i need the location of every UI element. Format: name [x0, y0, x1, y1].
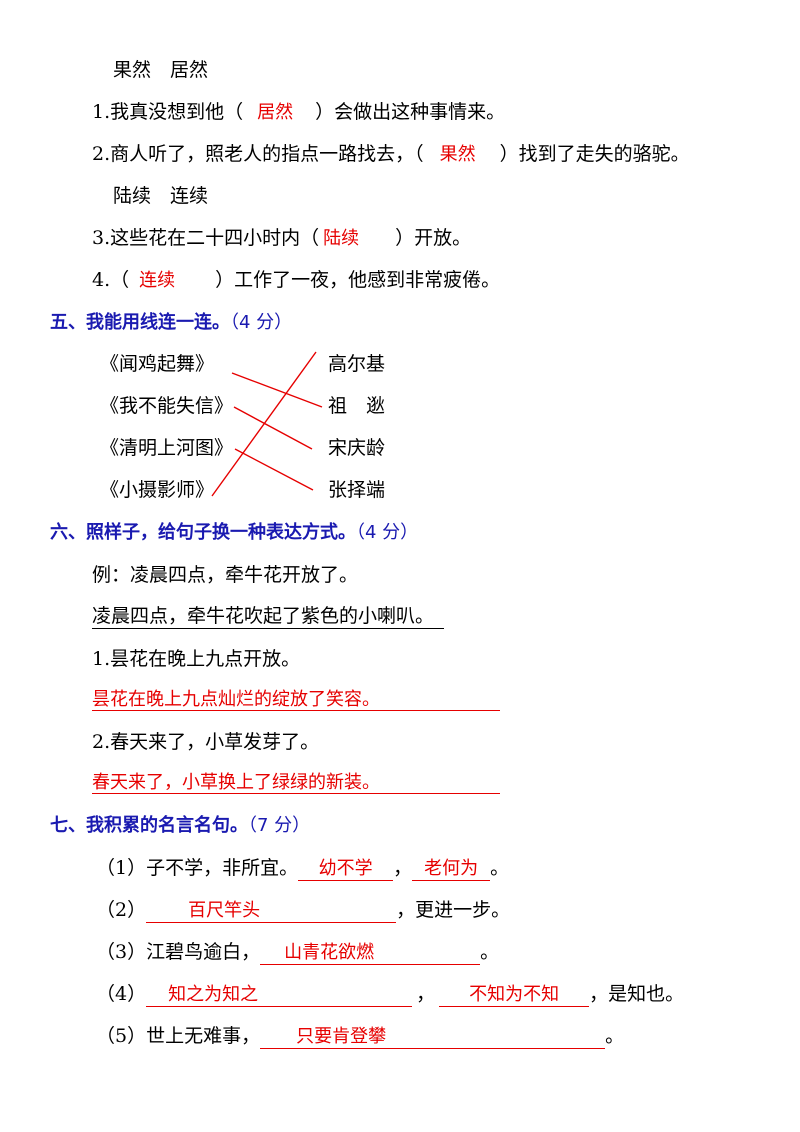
section-score: （4 分） — [356, 522, 419, 543]
question-text-after: ）会做出这种事情来。 — [315, 101, 506, 123]
question-text-before: 商人听了，照老人的指点一路找去，（ — [110, 143, 424, 165]
word-pair-2: 陆续 连续 — [113, 185, 209, 207]
left-item-2: 《清明上河图》 — [100, 437, 234, 459]
example-answer-text: 凌晨四点，牵牛花吹起了紫色的小喇叭。 — [92, 604, 445, 629]
question-4: 4.（ 连续 ）工作了一夜，他感到非常疲倦。 — [92, 268, 500, 293]
section-7-heading: 七、我积累的名言名句。（7 分） — [50, 814, 310, 838]
quote-number: （1） — [96, 857, 147, 879]
question-2: 2.商人听了，照老人的指点一路找去，（ 果然 ）找到了走失的骆驼。 — [92, 142, 690, 167]
rewrite-question-2: 2.春天来了，小草发芽了。 — [92, 731, 320, 753]
quote-text: 世上无难事， — [146, 1025, 261, 1047]
quote-number: （2） — [96, 899, 147, 921]
section-title: 七、我积累的名言名句。 — [50, 815, 248, 836]
section-title: 六、照样子，给句子换一种表达方式。 — [50, 522, 356, 543]
quote-number: （4） — [96, 983, 147, 1005]
section-5-heading: 五、我能用线连一连。（4 分） — [50, 311, 292, 335]
answer-text: 果然 — [439, 144, 476, 165]
answer-underline — [92, 793, 500, 794]
match-line-0 — [231, 372, 323, 408]
quote-answer-blank: 只要肯登攀 — [260, 1026, 606, 1049]
answer-underline — [92, 710, 500, 711]
quote-separator: ， — [393, 857, 413, 879]
quote-answer-blank: 老何为 — [412, 858, 491, 881]
quote-end: ，更进一步。 — [396, 899, 511, 921]
section-title: 五、我能用线连一连。 — [50, 312, 230, 333]
match-line-1 — [233, 406, 313, 450]
question-text-before: 这些花在二十四小时内（ — [110, 227, 320, 249]
example-label: 例：凌晨四点，牵牛花开放了。 — [92, 564, 359, 586]
quote-text: 江碧鸟逾白， — [146, 941, 261, 963]
quote-answer-blank: 山青花欲燃 — [260, 942, 481, 965]
match-line-2 — [234, 448, 314, 491]
left-item-3: 《小摄影师》 — [100, 479, 215, 501]
quote-answer-blank: 百尺竿头 — [146, 900, 397, 923]
question-text-after: ）工作了一夜，他感到非常疲倦。 — [215, 269, 501, 291]
left-item-1: 《我不能失信》 — [100, 395, 234, 417]
question-number: 1. — [92, 101, 111, 123]
quote-line-2: （2） 百尺竿头 ，更进一步。 — [96, 898, 510, 923]
quote-text: 子不学，非所宜。 — [146, 857, 299, 879]
section-score: （4 分） — [230, 312, 293, 333]
quote-end: 。 — [480, 941, 500, 963]
question-1: 1.我真没想到他（ 居然 ）会做出这种事情来。 — [92, 100, 505, 125]
example-answer: 凌晨四点，牵牛花吹起了紫色的小喇叭。 — [92, 604, 445, 629]
section-6-heading: 六、照样子，给句子换一种表达方式。（4 分） — [50, 521, 418, 545]
quote-answer-blank: 不知为不知 — [439, 984, 590, 1007]
question-text-after: ）开放。 — [395, 227, 472, 249]
quote-end: 。 — [490, 857, 510, 879]
right-item-3: 张择端 — [328, 479, 386, 501]
rewrite-answer-2: 春天来了，小草换上了绿绿的新装。 — [92, 772, 380, 793]
rewrite-answer-1: 昙花在晚上九点灿烂的绽放了笑容。 — [92, 689, 380, 710]
quote-number: （5） — [96, 1025, 147, 1047]
answer-text: 连续 — [139, 270, 176, 291]
question-number: 2. — [92, 143, 111, 165]
quote-line-4: （4） 知之为知之，不知为不知 ，是知也。 — [96, 982, 684, 1007]
question-number: 4. — [92, 269, 111, 291]
quote-line-1: （1）子不学，非所宜。 幼不学，老何为。 — [96, 856, 509, 881]
right-item-1: 祖 逖 — [328, 395, 386, 417]
match-line-3 — [211, 351, 317, 497]
question-3: 3.这些花在二十四小时内（ 陆续 ）开放。 — [92, 226, 471, 251]
quote-separator: ， — [416, 983, 436, 1005]
quote-end: 。 — [605, 1025, 625, 1047]
quote-end: ，是知也。 — [589, 983, 685, 1005]
word-pair-1: 果然 居然 — [113, 59, 209, 81]
left-item-0: 《闻鸡起舞》 — [100, 353, 215, 375]
question-text-before: 我真没想到他（ — [110, 101, 244, 123]
answer-text: 居然 — [257, 102, 294, 123]
quote-line-5: （5）世上无难事， 只要肯登攀。 — [96, 1024, 624, 1049]
question-text-before: （ — [110, 269, 130, 291]
rewrite-question-1: 1.昙花在晚上九点开放。 — [92, 648, 301, 670]
question-number: 3. — [92, 227, 111, 249]
section-score: （7 分） — [248, 815, 311, 836]
quote-number: （3） — [96, 941, 147, 963]
quote-line-3: （3）江碧鸟逾白， 山青花欲燃。 — [96, 940, 499, 965]
answer-text: 陆续 — [323, 228, 360, 249]
question-text-after: ）找到了走失的骆驼。 — [499, 143, 690, 165]
quote-answer-blank: 幼不学 — [298, 858, 394, 881]
quote-answer-blank: 知之为知之 — [146, 984, 413, 1007]
right-item-2: 宋庆龄 — [328, 437, 386, 459]
right-item-0: 高尔基 — [328, 353, 386, 375]
